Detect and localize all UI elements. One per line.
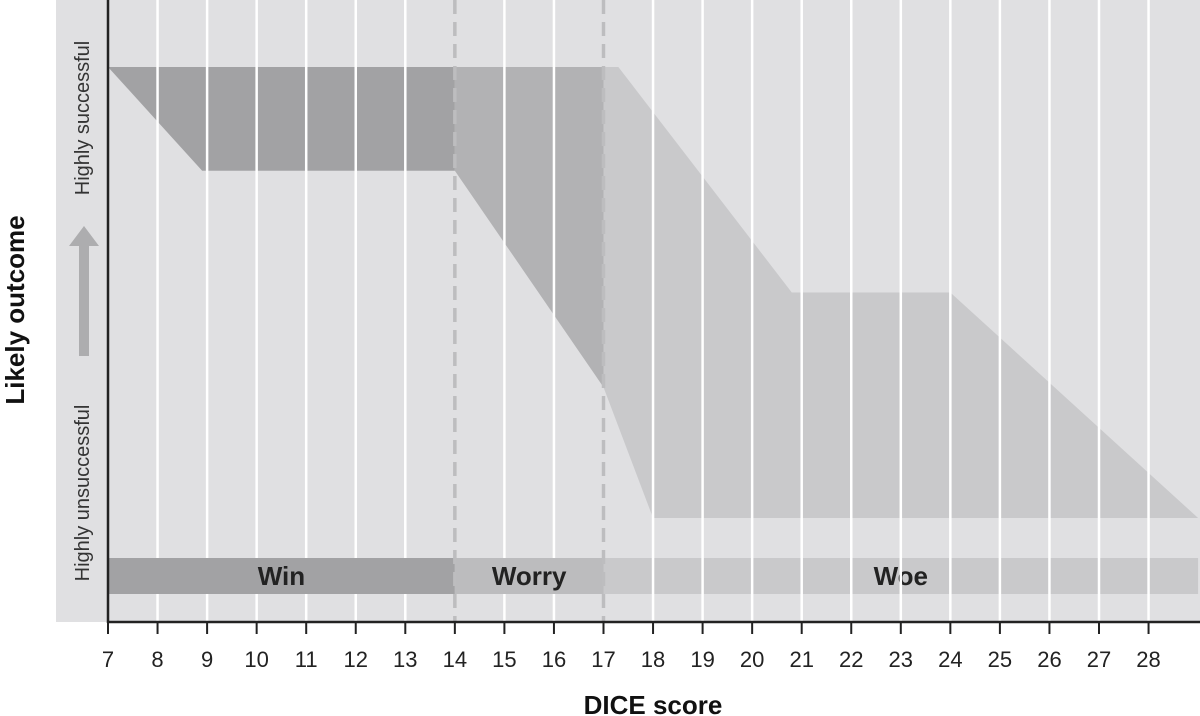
x-tick-label-20: 20: [740, 647, 764, 672]
x-tick-label-8: 8: [151, 647, 163, 672]
band-worry: [454, 67, 604, 388]
y-axis-title: Likely outcome: [0, 215, 30, 404]
x-tick-label-21: 21: [789, 647, 813, 672]
band-win: [108, 67, 455, 171]
arrow-head: [69, 226, 99, 246]
x-tick-label-15: 15: [492, 647, 516, 672]
x-tick-label-19: 19: [690, 647, 714, 672]
x-tick-label-22: 22: [839, 647, 863, 672]
x-ticks: 7 8 9 10 11 12 13 14 15 16 17 18 19 20 21 22 23 24 25 26 27 2…: [102, 622, 1161, 672]
y-side-annotations: Highly unsuccessful Highly successful: [69, 41, 99, 582]
x-tick-label-24: 24: [938, 647, 962, 672]
y-low-label: Highly unsuccessful: [72, 405, 94, 582]
gridlines: [156, 0, 1150, 622]
x-tick-label-14: 14: [443, 647, 467, 672]
x-tick-label-12: 12: [344, 647, 368, 672]
zone-win-label: Win: [258, 561, 305, 591]
x-tick-label-18: 18: [641, 647, 665, 672]
x-tick-label-25: 25: [988, 647, 1012, 672]
y-high-label: Highly successful: [72, 41, 94, 196]
x-tick-label-7: 7: [102, 647, 114, 672]
x-tick-label-28: 28: [1136, 647, 1160, 672]
x-axis-title: DICE score: [584, 690, 723, 716]
x-tick-label-23: 23: [889, 647, 913, 672]
zone-worry-bar: [454, 558, 604, 594]
x-tick-label-13: 13: [393, 647, 417, 672]
x-tick-label-27: 27: [1087, 647, 1111, 672]
arrow-shaft: [79, 244, 89, 356]
zone-dividers: [453, 0, 606, 622]
x-tick-label-16: 16: [542, 647, 566, 672]
up-arrow-icon: [69, 226, 99, 356]
zone-worry-label: Worry: [492, 561, 567, 591]
x-tick-label-10: 10: [244, 647, 268, 672]
zone-win-bar: [108, 558, 455, 594]
x-tick-label-9: 9: [201, 647, 213, 672]
zone-bar: Win Worry Woe: [108, 558, 1199, 594]
x-tick-label-11: 11: [295, 647, 318, 672]
x-tick-label-26: 26: [1037, 647, 1061, 672]
x-tick-label-17: 17: [591, 647, 615, 672]
